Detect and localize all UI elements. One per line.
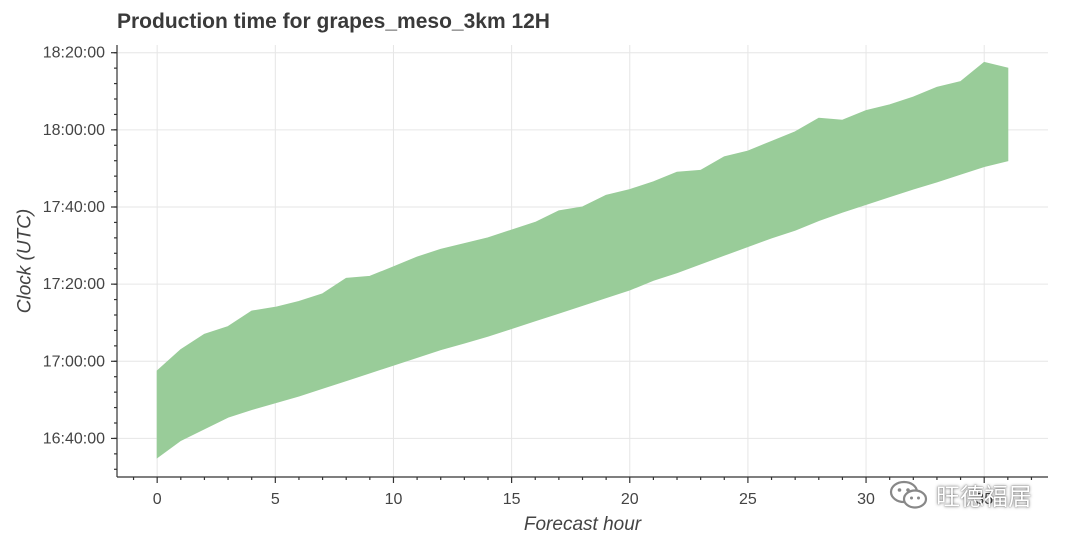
x-tick-label: 30	[857, 491, 875, 508]
x-tick-label: 0	[153, 491, 162, 508]
y-tick-label: 16:40:00	[43, 430, 105, 447]
y-tick-labels: 16:40:00 17:00:00 17:20:00 17:40:00 18:00:00…	[43, 45, 105, 448]
watermark: 旺德福居	[888, 477, 1032, 512]
y-tick-label: 17:40:00	[43, 199, 105, 216]
x-tick-labels: 0 5 10 15 20 25 30 35	[153, 491, 993, 508]
x-tick-label: 15	[503, 491, 521, 508]
x-tick-label: 10	[385, 491, 403, 508]
x-axis-title: Forecast hour	[524, 514, 642, 535]
x-tick-label: 25	[739, 491, 757, 508]
x-tick-label: 20	[621, 491, 639, 508]
y-tick-label: 17:00:00	[43, 353, 105, 370]
y-tick-label: 18:00:00	[43, 122, 105, 139]
chart-title: Production time for grapes_meso_3km 12H	[117, 10, 550, 33]
y-axis-title: Clock (UTC)	[15, 209, 36, 314]
production-time-band	[156, 61, 1009, 459]
wechat-icon	[889, 480, 928, 509]
x-tick-label: 35	[975, 491, 993, 508]
y-tick-label: 18:20:00	[43, 45, 105, 62]
x-tick-label: 5	[271, 491, 280, 508]
axes	[111, 45, 1048, 483]
y-tick-label: 17:20:00	[43, 276, 105, 293]
watermark-text: 旺德福居	[936, 483, 1032, 511]
